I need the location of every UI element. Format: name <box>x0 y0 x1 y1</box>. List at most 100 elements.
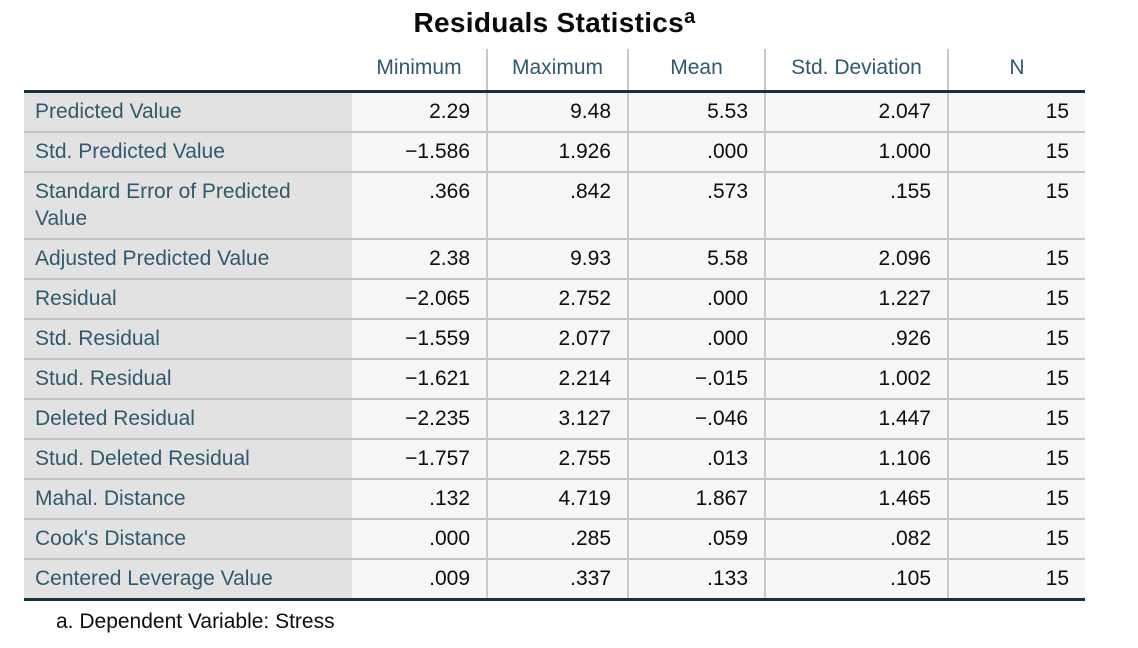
cell-maximum: .285 <box>486 519 628 560</box>
row-label: Mahal. Distance <box>24 479 352 520</box>
residuals-statistics-table: Minimum Maximum Mean Std. Deviation N Predic… <box>24 49 1085 601</box>
row-label-text: Standard Error of Predicted Value <box>35 180 291 230</box>
cell-maximum: .842 <box>486 172 628 240</box>
cell-minimum: −1.757 <box>352 439 487 480</box>
table-body: Predicted Value 2.29 9.48 5.53 2.047 15 Std. P… <box>24 91 1085 601</box>
row-label-text: Predicted Value <box>35 100 182 123</box>
cell-minimum: −2.065 <box>352 279 487 320</box>
cell-n: 15 <box>947 172 1085 240</box>
row-label-text: Stud. Deleted Residual <box>35 447 250 470</box>
cell-mean: 5.53 <box>627 91 765 133</box>
cell-minimum: 2.38 <box>352 239 487 280</box>
row-label: Centered Leverage Value <box>24 559 352 601</box>
cell-minimum: 2.29 <box>352 91 487 133</box>
pivot-table-container: Residuals Statisticsa Minimum Maximum Mean… <box>24 6 1085 635</box>
cell-mean: −.046 <box>627 399 765 440</box>
cell-mean: .133 <box>627 559 765 601</box>
row-label: Residual <box>24 279 352 320</box>
row-label-text: Adjusted Predicted Value <box>35 247 270 270</box>
table-row-centered-leverage-value: Centered Leverage Value .009.337.133.105 1… <box>24 559 1085 601</box>
cell-n: 15 <box>947 479 1085 520</box>
row-label-text: Centered Leverage Value <box>35 567 273 590</box>
cell-std-deviation: .155 <box>764 172 948 240</box>
cell-n: 15 <box>947 359 1085 400</box>
cell-mean: .000 <box>627 279 765 320</box>
row-label: Predicted Value <box>24 91 352 133</box>
cell-maximum: 9.48 <box>486 91 628 133</box>
cell-mean: .573 <box>627 172 765 240</box>
cell-mean: .013 <box>627 439 765 480</box>
cell-std-deviation: .926 <box>764 319 948 360</box>
column-header-minimum: Minimum <box>352 49 487 93</box>
cell-n: 15 <box>947 239 1085 280</box>
cell-std-deviation: 2.096 <box>764 239 948 280</box>
cell-std-deviation: 1.000 <box>764 132 948 173</box>
column-header-maximum: Maximum <box>486 49 628 93</box>
table-title-text: Residuals Statistics <box>413 7 685 38</box>
cell-mean: .000 <box>627 319 765 360</box>
cell-std-deviation: 1.106 <box>764 439 948 480</box>
row-label: Stud. Residual <box>24 359 352 400</box>
cell-maximum: 2.214 <box>486 359 628 400</box>
cell-maximum: 2.752 <box>486 279 628 320</box>
cell-n: 15 <box>947 319 1085 360</box>
table-row-std-predicted-value: Std. Predicted Value −1.586 1.926.000 1.000… <box>24 132 1085 173</box>
cell-maximum: 2.077 <box>486 319 628 360</box>
cell-minimum: −1.559 <box>352 319 487 360</box>
cell-minimum: .132 <box>352 479 487 520</box>
cell-mean: 1.867 <box>627 479 765 520</box>
cell-maximum: 4.719 <box>486 479 628 520</box>
cell-maximum: 1.926 <box>486 132 628 173</box>
cell-maximum: 9.93 <box>486 239 628 280</box>
column-header-mean: Mean <box>627 49 765 93</box>
row-label-text: Mahal. Distance <box>35 487 186 510</box>
cell-mean: −.015 <box>627 359 765 400</box>
cell-std-deviation: 1.227 <box>764 279 948 320</box>
cell-std-deviation: 1.002 <box>764 359 948 400</box>
table-row-std-residual: Std. Residual −1.559 2.077.000.926 15 <box>24 319 1085 360</box>
cell-n: 15 <box>947 559 1085 601</box>
row-label: Adjusted Predicted Value <box>24 239 352 280</box>
row-label: Standard Error of Predicted Value <box>24 172 352 240</box>
cell-minimum: −1.621 <box>352 359 487 400</box>
row-label-text: Cook's Distance <box>35 527 187 550</box>
cell-n: 15 <box>947 439 1085 480</box>
cell-minimum: .009 <box>352 559 487 601</box>
table-row-standard-error-of-predicted-value: Standard Error of Predicted Value .366.84… <box>24 172 1085 240</box>
cell-std-deviation: .082 <box>764 519 948 560</box>
cell-n: 15 <box>947 279 1085 320</box>
table-row-deleted-residual: Deleted Residual −2.235 3.127 −.046 1.447 15 <box>24 399 1085 440</box>
row-label: Deleted Residual <box>24 399 352 440</box>
title-footnote-marker: a <box>684 6 696 28</box>
cell-std-deviation: 2.047 <box>764 91 948 133</box>
table-row-residual: Residual −2.065 2.752.000 1.227 15 <box>24 279 1085 320</box>
row-label: Std. Predicted Value <box>24 132 352 173</box>
cell-maximum: .337 <box>486 559 628 601</box>
table-footnote: a. Dependent Variable: Stress <box>56 610 335 633</box>
cell-mean: 5.58 <box>627 239 765 280</box>
cell-maximum: 2.755 <box>486 439 628 480</box>
table-row-stud-residual: Stud. Residual −1.621 2.214 −.015 1.002 15 <box>24 359 1085 400</box>
cell-std-deviation: 1.465 <box>764 479 948 520</box>
row-label-text: Std. Predicted Value <box>35 140 225 163</box>
column-header-std-deviation: Std. Deviation <box>764 49 948 93</box>
cell-minimum: −2.235 <box>352 399 487 440</box>
cell-std-deviation: .105 <box>764 559 948 601</box>
row-label-text: Residual <box>35 287 117 310</box>
cell-mean: .000 <box>627 132 765 173</box>
table-row-adjusted-predicted-value: Adjusted Predicted Value 2.38 9.93 5.58 2.09… <box>24 239 1085 280</box>
cell-minimum: −1.586 <box>352 132 487 173</box>
table-row-mahal-distance: Mahal. Distance .132 4.719 1.867 1.465 15 <box>24 479 1085 520</box>
row-label: Stud. Deleted Residual <box>24 439 352 480</box>
cell-mean: .059 <box>627 519 765 560</box>
row-label: Cook's Distance <box>24 519 352 560</box>
cell-n: 15 <box>947 519 1085 560</box>
table-row-stud-deleted-residual: Stud. Deleted Residual −1.757 2.755.013 1.1… <box>24 439 1085 480</box>
row-label-text: Std. Residual <box>35 327 160 350</box>
row-label-text: Stud. Residual <box>35 367 172 390</box>
cell-std-deviation: 1.447 <box>764 399 948 440</box>
table-title: Residuals Statisticsa <box>24 6 1085 40</box>
cell-n: 15 <box>947 132 1085 173</box>
cell-minimum: .000 <box>352 519 487 560</box>
